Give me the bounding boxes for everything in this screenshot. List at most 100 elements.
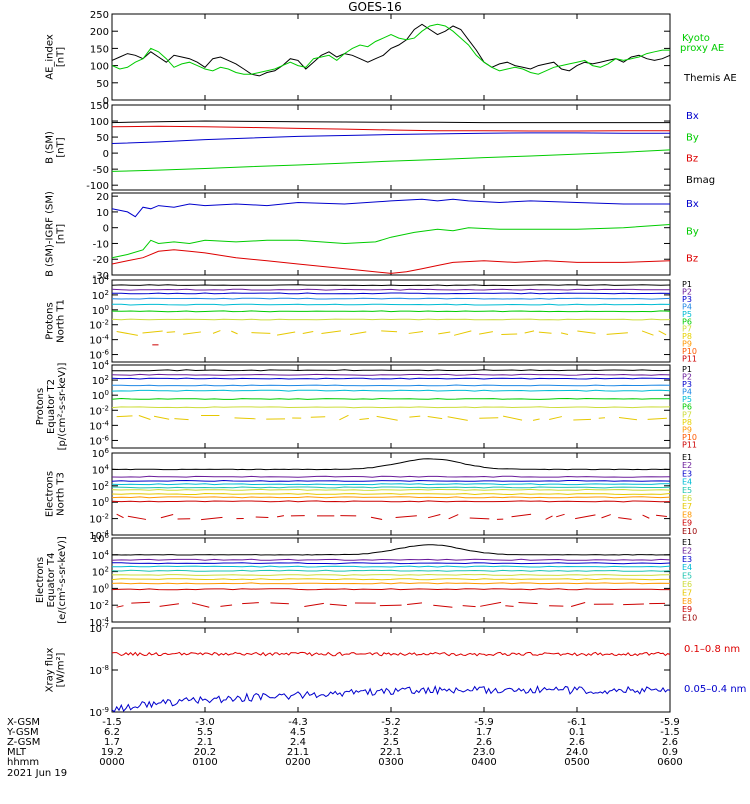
series-segment: [183, 332, 201, 334]
series-segment: [167, 332, 175, 333]
x-axis-row-label: hhmm: [7, 757, 39, 768]
y-axis-label: [nT]: [56, 47, 67, 67]
series-line: [112, 133, 670, 144]
series-line: [112, 319, 670, 320]
y-tick-label: 10-4: [89, 334, 109, 347]
series-segment: [409, 416, 420, 417]
y-axis-label: [W/m²]: [56, 652, 67, 687]
series-line: [112, 225, 670, 258]
y-tick-label: -20: [93, 255, 109, 266]
series-segment: [533, 419, 540, 420]
series-segment: [525, 331, 534, 333]
y-tick-label: 100: [90, 62, 109, 73]
y-tick-label: 10-2: [89, 404, 109, 417]
series-segment: [139, 415, 151, 419]
series-segment: [303, 332, 313, 334]
y-axis-label: B (SM): [45, 131, 56, 164]
y-axis-label: Electrons: [35, 557, 46, 603]
series-line: [112, 563, 670, 564]
series-segment: [270, 603, 288, 604]
series-line: [112, 24, 670, 74]
y-tick-label: 20: [96, 192, 109, 203]
x-axis-value: 0300: [378, 757, 403, 768]
series-segment: [117, 606, 124, 608]
y-axis-label: [nT]: [56, 137, 67, 157]
series-line: [112, 399, 670, 400]
series-segment: [174, 419, 188, 420]
series-line: [112, 652, 670, 655]
y-tick-label: 250: [90, 10, 109, 21]
series-segment: [160, 604, 179, 607]
series-segment: [463, 606, 476, 607]
series-line: [112, 575, 670, 576]
y-tick-label: 10: [96, 208, 109, 219]
series-line: [112, 459, 670, 470]
y-tick-label: 100: [92, 389, 109, 402]
series-segment: [479, 332, 493, 334]
series-line: [112, 150, 670, 172]
y-axis-label: North T1: [56, 299, 67, 343]
x-axis-value: 0400: [471, 757, 496, 768]
series-segment: [161, 514, 173, 517]
y-tick-label: 150: [90, 101, 109, 112]
date-label: 2021 Jun 19: [7, 768, 67, 779]
series-segment: [449, 515, 459, 519]
series-segment: [571, 603, 585, 607]
series-line: [112, 566, 670, 567]
series-segment: [359, 419, 368, 420]
series-segment: [623, 604, 644, 605]
series-segment: [539, 332, 552, 333]
y-tick-label: -100: [86, 181, 109, 192]
series-segment: [656, 515, 667, 516]
y-axis-label: AE_index: [45, 34, 56, 80]
y-tick-label: 10-8: [89, 664, 109, 677]
y-tick-label: 100: [90, 117, 109, 128]
series-segment: [131, 602, 150, 603]
series-segment: [350, 332, 366, 335]
series-line: [112, 370, 670, 371]
y-tick-label: 0: [103, 224, 109, 235]
series-line: [112, 476, 670, 477]
series-segment: [128, 516, 146, 519]
series-segment: [409, 331, 423, 333]
series-segment: [407, 603, 422, 605]
y-tick-label: 106: [92, 532, 110, 545]
series-segment: [454, 331, 471, 335]
series-segment: [242, 603, 259, 604]
y-tick-label: 100: [92, 582, 109, 595]
series-segment: [561, 333, 568, 335]
series-line: [112, 559, 670, 560]
series-segment: [602, 515, 611, 518]
legend-entry: proxy AE: [680, 43, 724, 54]
series-segment: [448, 417, 468, 421]
y-tick-label: -50: [93, 165, 109, 176]
panel-frame: [112, 105, 670, 190]
series-segment: [192, 603, 209, 607]
series-line: [112, 494, 670, 495]
y-axis-label: Xray flux: [45, 648, 56, 693]
legend-entry: Bz: [686, 154, 698, 165]
legend-entry: E10: [682, 527, 697, 536]
series-line: [112, 481, 670, 482]
chart-title: GOES-16: [348, 0, 402, 14]
series-segment: [117, 514, 124, 517]
series-segment: [339, 415, 348, 419]
series-line: [112, 489, 670, 490]
y-axis-label: Protons: [45, 302, 56, 339]
series-segment: [479, 418, 498, 419]
series-line: [112, 579, 670, 580]
legend-entry: 0.05–0.4 nm: [684, 684, 746, 695]
series-segment: [321, 331, 340, 334]
series-segment: [433, 605, 452, 607]
y-tick-label: 10-6: [89, 434, 109, 447]
y-axis-label: Equator T4: [46, 553, 57, 608]
y-axis-label: [e/(cm²-s-sr-keV)]: [57, 536, 68, 624]
y-axis-label: Equator T2: [46, 379, 57, 434]
series-segment: [304, 603, 324, 606]
series-segment: [235, 418, 256, 419]
